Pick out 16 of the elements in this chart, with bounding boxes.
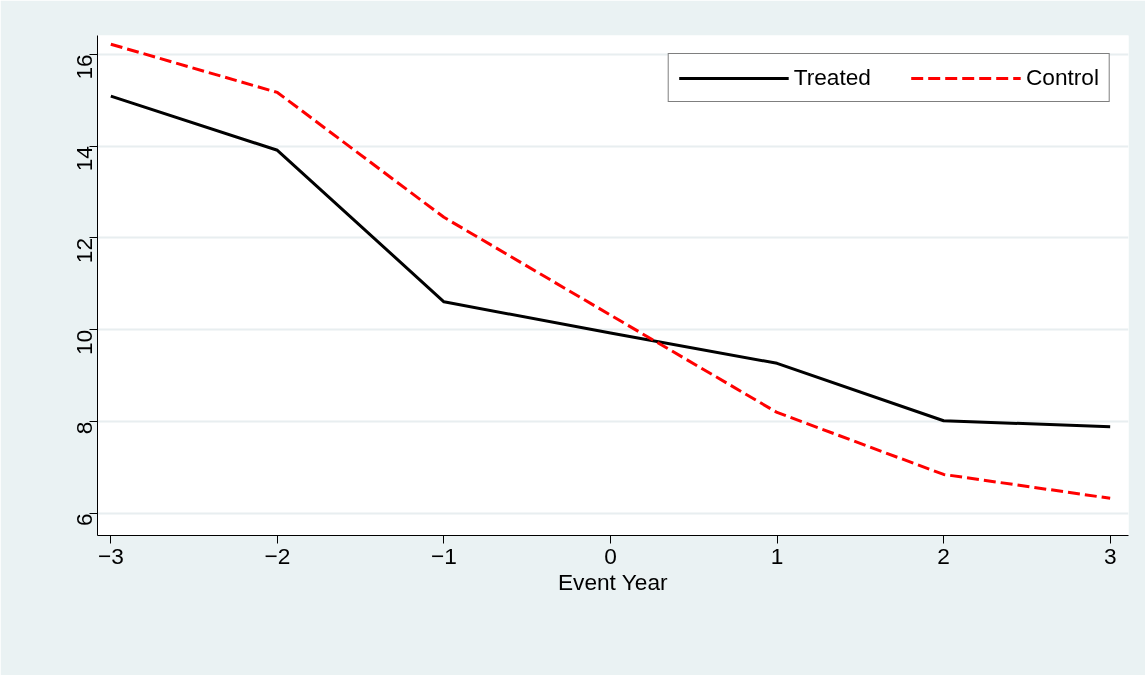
y-tick-label: 16 xyxy=(71,54,97,80)
x-tick-label: −3 xyxy=(97,542,124,569)
x-tick-label: −1 xyxy=(431,542,457,569)
legend-label: Control xyxy=(1025,64,1099,91)
y-tick-label: 14 xyxy=(71,146,97,172)
x-tick-label: 0 xyxy=(604,542,617,569)
y-tick-label: 10 xyxy=(71,329,97,356)
legend-label: Treated xyxy=(793,64,871,91)
y-tick-label: 12 xyxy=(71,237,97,264)
y-tick-label: 6 xyxy=(71,513,97,527)
y-tick-label: 8 xyxy=(71,421,97,435)
x-tick-label: 1 xyxy=(770,542,784,569)
x-tick-label: 3 xyxy=(1103,542,1117,569)
x-tick-label: 2 xyxy=(937,542,950,569)
x-tick-label: −2 xyxy=(264,542,291,569)
x-axis-title: Event Year xyxy=(558,568,669,595)
